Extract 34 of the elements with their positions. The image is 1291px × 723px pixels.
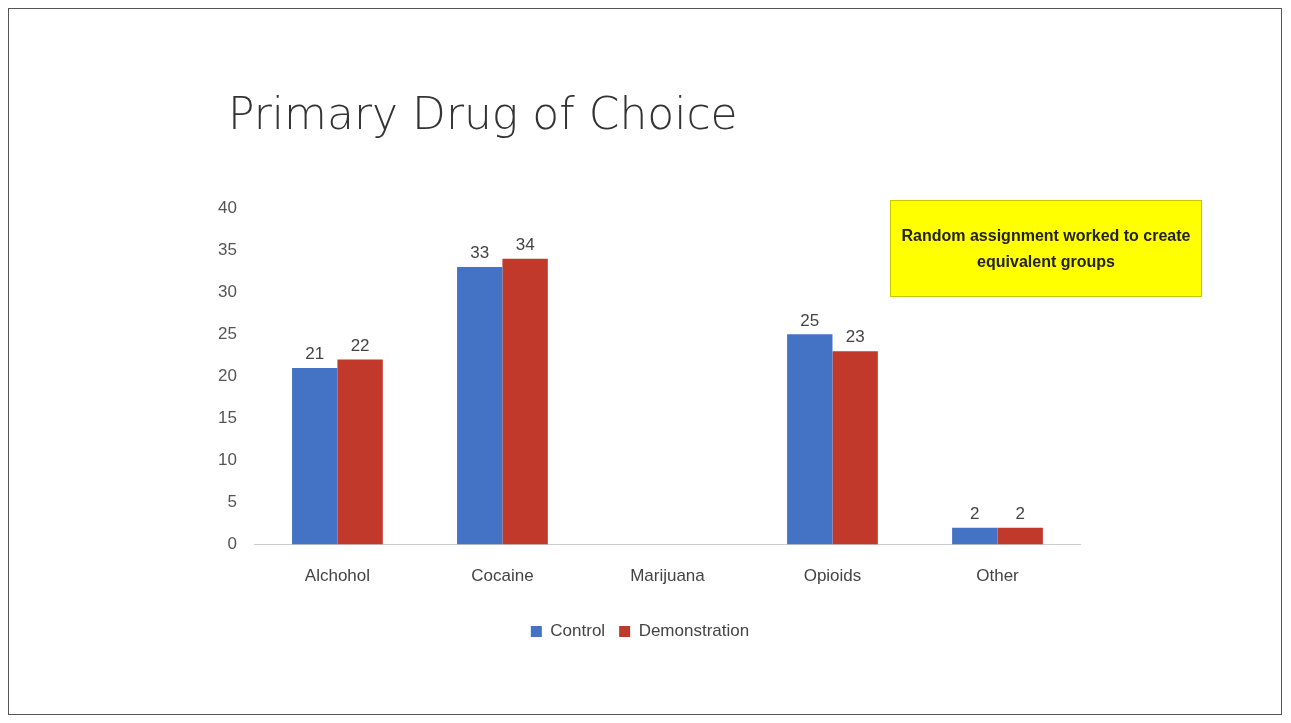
data-label: 34 — [515, 234, 535, 254]
y-tick-label: 10 — [217, 450, 237, 470]
bar — [997, 527, 1043, 545]
bar — [502, 258, 548, 545]
data-label: 22 — [350, 335, 370, 355]
bar — [292, 367, 338, 545]
x-tick-label: Marijuana — [630, 566, 706, 586]
data-label: 2 — [1015, 503, 1025, 523]
data-label: 21 — [305, 344, 325, 364]
bar — [337, 359, 383, 545]
bar — [787, 334, 833, 545]
bar — [832, 351, 878, 545]
callout-box: Random assignment worked to create equivalent groups — [890, 200, 1202, 298]
x-tick-label: Alchohol — [304, 566, 371, 586]
bar — [457, 267, 503, 545]
y-tick-label: 30 — [217, 281, 237, 301]
x-tick-label: Opioids — [803, 566, 862, 586]
legend-label: Control — [550, 621, 606, 641]
y-tick-label: 20 — [217, 366, 237, 386]
data-label: 23 — [845, 327, 865, 347]
bar — [952, 527, 998, 545]
chart-title: Primary Drug of Choice — [228, 88, 738, 139]
y-tick-label: 0 — [227, 534, 237, 554]
legend-label: Demonstration — [638, 621, 750, 641]
y-tick-label: 5 — [227, 492, 237, 512]
x-tick-label: Cocaine — [471, 566, 534, 586]
data-label: 2 — [970, 503, 980, 523]
data-label: 33 — [470, 243, 490, 263]
y-tick-label: 15 — [217, 408, 237, 428]
y-tick-label: 25 — [217, 324, 237, 344]
y-tick-label: 40 — [217, 197, 237, 217]
y-tick-label: 35 — [217, 239, 237, 259]
x-tick-label: Other — [976, 566, 1020, 586]
data-label: 25 — [800, 310, 820, 330]
